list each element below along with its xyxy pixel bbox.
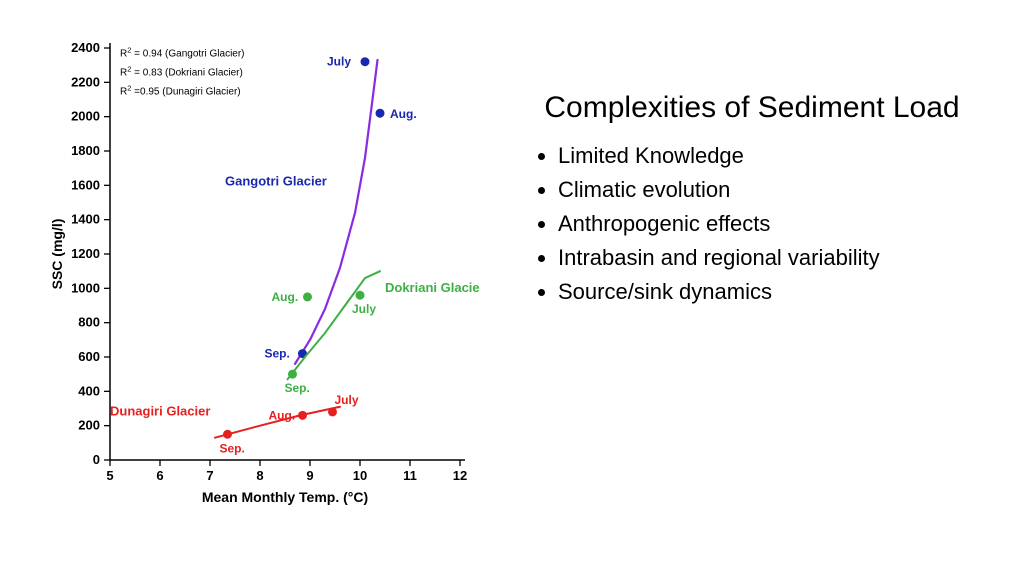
svg-text:July: July <box>352 302 376 316</box>
bullet-item: Limited Knowledge <box>558 140 984 172</box>
svg-text:5: 5 <box>106 468 113 483</box>
svg-text:10: 10 <box>353 468 367 483</box>
svg-text:2200: 2200 <box>71 74 100 89</box>
text-panel: Complexities of Sediment Load Limited Kn… <box>490 0 1024 576</box>
svg-text:7: 7 <box>206 468 213 483</box>
svg-text:Dokriani Glacier: Dokriani Glacier <box>385 280 480 295</box>
svg-text:600: 600 <box>78 349 100 364</box>
svg-text:Sep.: Sep. <box>285 381 310 395</box>
svg-text:R2 = 0.94 (Gangotri Glacier): R2 = 0.94 (Gangotri Glacier) <box>120 45 245 60</box>
svg-text:July: July <box>335 393 359 407</box>
svg-text:R2 = 0.83 (Dokriani Glacier): R2 = 0.83 (Dokriani Glacier) <box>120 64 243 79</box>
chart-svg: 5 6 7 8 9 10 11 12 0 200 400 600 800 1000 1200 1400 1600… <box>40 30 480 530</box>
svg-text:2000: 2000 <box>71 109 100 124</box>
svg-text:1400: 1400 <box>71 212 100 227</box>
svg-text:11: 11 <box>403 468 417 483</box>
svg-text:8: 8 <box>256 468 263 483</box>
slide-heading: Complexities of Sediment Load <box>520 90 984 126</box>
svg-text:Aug.: Aug. <box>390 107 417 121</box>
svg-text:July: July <box>327 55 351 69</box>
bullet-item: Intrabasin and regional variability <box>558 242 984 274</box>
svg-text:6: 6 <box>156 468 163 483</box>
svg-text:Aug.: Aug. <box>269 408 296 422</box>
bullet-item: Anthropogenic effects <box>558 208 984 240</box>
svg-text:200: 200 <box>78 418 100 433</box>
ssc-temp-chart: 5 6 7 8 9 10 11 12 0 200 400 600 800 1000 1200 1400 1600… <box>40 30 480 530</box>
svg-text:Dunagiri Glacier: Dunagiri Glacier <box>110 403 210 418</box>
svg-text:1200: 1200 <box>71 246 100 261</box>
bullet-item: Climatic evolution <box>558 174 984 206</box>
svg-text:9: 9 <box>306 468 313 483</box>
svg-text:1000: 1000 <box>71 280 100 295</box>
svg-text:1600: 1600 <box>71 177 100 192</box>
svg-text:400: 400 <box>78 383 100 398</box>
svg-text:Gangotri Glacier: Gangotri Glacier <box>225 173 327 188</box>
svg-text:12: 12 <box>453 468 467 483</box>
svg-text:Mean Monthly Temp. (°C): Mean Monthly Temp. (°C) <box>202 489 368 505</box>
svg-text:SSC (mg/l): SSC (mg/l) <box>49 219 65 290</box>
chart-panel: 5 6 7 8 9 10 11 12 0 200 400 600 800 1000 1200 1400 1600… <box>0 0 490 576</box>
svg-text:Aug.: Aug. <box>272 290 299 304</box>
svg-text:Sep.: Sep. <box>220 441 245 455</box>
svg-text:Sep.: Sep. <box>265 347 290 361</box>
bullet-item: Source/sink dynamics <box>558 276 984 308</box>
bullet-list: Limited KnowledgeClimatic evolutionAnthr… <box>520 140 984 307</box>
svg-text:0: 0 <box>93 452 100 467</box>
svg-text:2400: 2400 <box>71 40 100 55</box>
svg-text:1800: 1800 <box>71 143 100 158</box>
svg-text:R2 =0.95 (Dunagiri Glacier): R2 =0.95 (Dunagiri Glacier) <box>120 83 241 98</box>
svg-text:800: 800 <box>78 315 100 330</box>
